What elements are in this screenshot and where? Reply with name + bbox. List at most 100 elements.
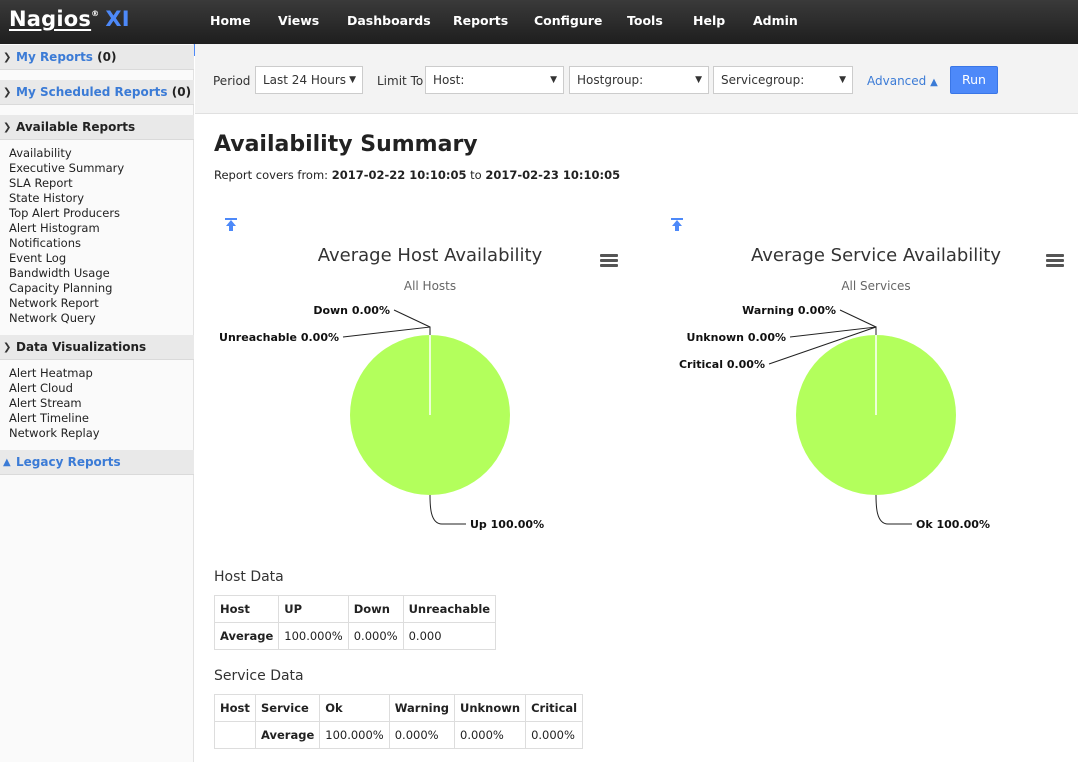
- my-reports-count: (0): [97, 50, 117, 64]
- host-chart-title: Average Host Availability: [317, 245, 543, 266]
- sidebar-item-capacity-planning[interactable]: Capacity Planning: [9, 281, 113, 295]
- host-select[interactable]: Host: ▼: [425, 66, 564, 94]
- sidebar-item-alert-timeline[interactable]: Alert Timeline: [9, 411, 89, 425]
- hostgroup-select[interactable]: Hostgroup: ▼: [569, 66, 709, 94]
- table-header-cell: Unreachable: [402, 595, 497, 623]
- nav-home[interactable]: Home: [210, 13, 251, 28]
- sidebar-item-top-alert-producers[interactable]: Top Alert Producers: [9, 206, 121, 220]
- sidebar-my-scheduled-reports[interactable]: ❯ My Scheduled Reports (0): [0, 80, 194, 105]
- my-reports-label: My Reports: [16, 50, 93, 64]
- host-pie-svg: Up 100.00% Down 0.00% Unreachable 0.00%: [219, 304, 544, 531]
- data-label-warning: Warning 0.00%: [742, 304, 836, 317]
- nav-tools[interactable]: Tools: [627, 13, 663, 28]
- advanced-label: Advanced: [867, 74, 927, 88]
- available-reports-label: Available Reports: [16, 120, 136, 134]
- sidebar-item-event-log[interactable]: Event Log: [9, 251, 67, 265]
- chevron-down-icon: ❯: [3, 87, 12, 98]
- service-availability-chart: Average Service Availability All Service…: [661, 210, 1078, 550]
- covers-to-word: to: [470, 168, 482, 182]
- nav-views[interactable]: Views: [278, 13, 320, 28]
- sidebar-item-executive-summary[interactable]: Executive Summary: [9, 161, 125, 175]
- logo-registered-mark: ®: [91, 9, 100, 18]
- data-label-unreachable: Unreachable 0.00%: [219, 331, 339, 344]
- host-select-value: Host:: [433, 73, 465, 87]
- sidebar-item-state-history[interactable]: State History: [9, 191, 85, 205]
- table-cell: 0.000%: [347, 622, 404, 650]
- sidebar-my-reports[interactable]: ❯ My Reports (0): [0, 45, 194, 70]
- limit-to-label: Limit To: [377, 74, 424, 88]
- servicegroup-select[interactable]: Servicegroup: ▼: [713, 66, 853, 94]
- table-header-row: Host Service Ok Warning Unknown Critical: [214, 694, 584, 722]
- period-select-value: Last 24 Hours: [263, 73, 347, 87]
- advanced-toggle[interactable]: Advanced ▲: [867, 74, 938, 88]
- chart-menu-icon[interactable]: [600, 254, 618, 268]
- sidebar-item-network-replay[interactable]: Network Replay: [9, 426, 100, 440]
- table-cell: 0.000%: [388, 721, 456, 749]
- leader-line: [875, 494, 912, 525]
- sidebar-item-alert-cloud[interactable]: Alert Cloud: [9, 381, 73, 395]
- table-cell: [214, 721, 256, 749]
- nav-reports[interactable]: Reports: [453, 13, 509, 28]
- host-availability-chart: Average Host Availability All Hosts Up 1…: [215, 210, 635, 550]
- table-header-cell: Critical: [525, 694, 584, 722]
- logo-text: Nagios: [9, 7, 92, 31]
- nav-admin[interactable]: Admin: [753, 13, 798, 28]
- table-cell: 0.000%: [453, 721, 527, 749]
- hostgroup-select-value: Hostgroup:: [577, 73, 644, 87]
- leader-line: [393, 309, 431, 335]
- report-to-date: 2017-02-23 10:10:05: [485, 168, 621, 182]
- host-data-caption: Host Data: [214, 569, 284, 585]
- logo-suffix: XI: [105, 7, 130, 31]
- table-cell: 0.000: [402, 622, 497, 650]
- table-header-cell: Warning: [388, 694, 456, 722]
- table-header-cell: Host: [214, 694, 256, 722]
- table-header-cell: Down: [347, 595, 404, 623]
- table-cell: 100.000%: [278, 622, 349, 650]
- table-header-cell: UP: [278, 595, 349, 623]
- leader-line: [839, 309, 877, 335]
- sidebar-item-notifications[interactable]: Notifications: [9, 236, 81, 250]
- chevron-up-icon: ▲: [930, 77, 938, 88]
- table-row: Average 100.000% 0.000% 0.000: [213, 622, 497, 650]
- service-chart-title: Average Service Availability: [751, 245, 1001, 266]
- data-label-down: Down 0.00%: [313, 304, 390, 317]
- period-select[interactable]: Last 24 Hours ▼: [255, 66, 363, 94]
- sidebar-item-sla-report[interactable]: SLA Report: [9, 176, 73, 190]
- dropdown-arrow-icon: ▼: [839, 75, 846, 85]
- dropdown-arrow-icon: ▼: [550, 75, 557, 85]
- export-arrow-icon[interactable]: [225, 218, 237, 232]
- top-navbar: Nagios® XI Home Views Dashboards Reports …: [0, 0, 1078, 44]
- sidebar-legacy-reports[interactable]: ▲ Legacy Reports: [0, 450, 194, 475]
- my-scheduled-count: (0): [171, 85, 192, 99]
- report-from-date: 2017-02-22 10:10:05: [331, 168, 467, 182]
- service-pie-svg: Ok 100.00% Warning 0.00% Unknown 0.00% Crit…: [679, 304, 990, 531]
- period-label: Period: [213, 74, 251, 88]
- page-title: Availability Summary: [214, 132, 478, 157]
- leader-line: [789, 326, 877, 338]
- covers-prefix: Report covers from:: [214, 168, 329, 182]
- sidebar-item-network-query[interactable]: Network Query: [9, 311, 96, 325]
- sidebar-item-bandwidth-usage[interactable]: Bandwidth Usage: [9, 266, 110, 280]
- sidebar: ❯ My Reports (0) ❯ My Scheduled Reports …: [0, 44, 194, 762]
- leader-line: [768, 326, 877, 365]
- nav-dashboards[interactable]: Dashboards: [347, 13, 431, 28]
- service-data-caption: Service Data: [214, 668, 304, 684]
- table-header-row: Host UP Down Unreachable: [213, 595, 497, 623]
- nav-help[interactable]: Help: [693, 13, 726, 28]
- sidebar-data-visualizations-header[interactable]: ❯ Data Visualizations: [0, 335, 194, 360]
- sidebar-item-network-report[interactable]: Network Report: [9, 296, 99, 310]
- sidebar-item-alert-histogram[interactable]: Alert Histogram: [9, 221, 100, 235]
- sidebar-item-alert-heatmap[interactable]: Alert Heatmap: [9, 366, 93, 380]
- sidebar-available-reports-header[interactable]: ❯ Available Reports: [0, 115, 194, 140]
- nav-configure[interactable]: Configure: [534, 13, 603, 28]
- chevron-up-icon: ▲: [3, 457, 11, 468]
- sidebar-item-availability[interactable]: Availability: [9, 146, 72, 160]
- chevron-down-icon: ❯: [3, 342, 12, 353]
- export-arrow-icon[interactable]: [671, 218, 683, 232]
- nagios-logo[interactable]: Nagios® XI: [9, 7, 130, 37]
- chart-menu-icon[interactable]: [1046, 254, 1064, 268]
- sidebar-item-alert-stream[interactable]: Alert Stream: [9, 396, 82, 410]
- data-visualizations-label: Data Visualizations: [16, 340, 147, 354]
- run-button[interactable]: Run: [950, 66, 998, 94]
- table-header-cell: Unknown: [453, 694, 527, 722]
